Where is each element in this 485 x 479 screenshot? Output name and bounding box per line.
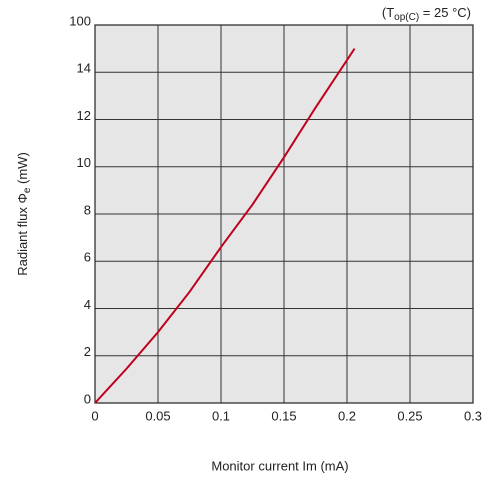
y-tick-label: 12 [77, 108, 91, 123]
y-tick-label: 2 [84, 344, 91, 359]
y-tick-label: 6 [84, 250, 91, 265]
annotation-subscript: op(C) [394, 12, 419, 23]
y-label-suffix: (mW) [15, 152, 30, 187]
x-tick-label: 0 [91, 408, 98, 423]
annotation-suffix: = 25 °C) [419, 5, 471, 20]
x-tick-label: 0.1 [212, 408, 230, 423]
y-label-text: Radiant flux Φ [15, 193, 30, 276]
y-axis-label: Radiant flux Φe (mW) [15, 152, 32, 276]
x-tick-label: 0.15 [271, 408, 296, 423]
annotation-text: (T [382, 5, 394, 20]
y-tick-label: 8 [84, 202, 91, 217]
y-tick-label: 0 [84, 391, 91, 406]
x-axis-label: Monitor current Im (mA) [211, 458, 348, 473]
x-tick-label: 0.2 [338, 408, 356, 423]
y-tick-label: 4 [84, 297, 91, 312]
data-line [94, 48, 356, 404]
y-tick-label: 100 [69, 13, 91, 28]
x-tick-label: 0.05 [145, 408, 170, 423]
y-tick-label: 10 [77, 155, 91, 170]
x-tick-label: 0.3 [464, 408, 482, 423]
x-tick-label: 0.25 [397, 408, 422, 423]
annotation: (Top(C) = 25 °C) [382, 5, 471, 22]
plot-border [94, 24, 474, 404]
y-tick-label: 14 [77, 61, 91, 76]
y-label-subscript: e [22, 187, 33, 193]
